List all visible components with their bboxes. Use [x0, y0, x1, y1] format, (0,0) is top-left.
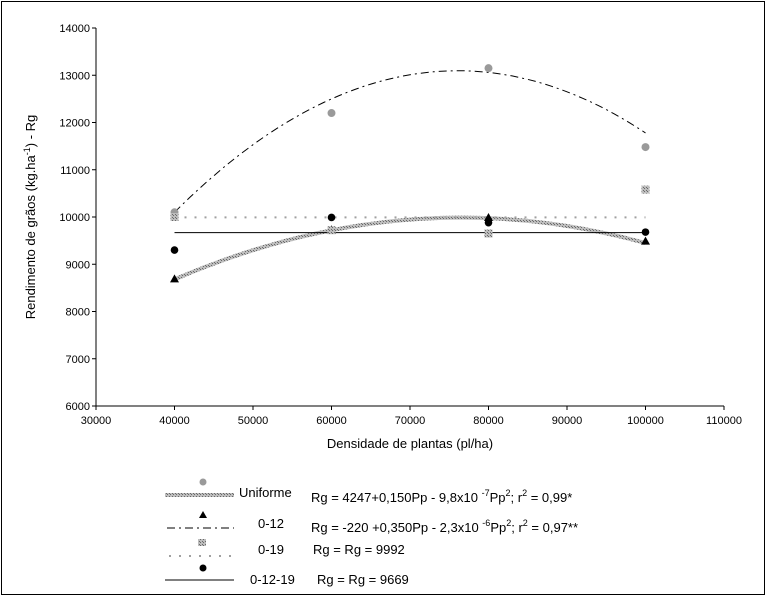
legend-label-0-19: 0-19	[258, 542, 284, 557]
point-0-19	[484, 229, 493, 238]
y-tick-label: 11000	[60, 165, 90, 177]
point-uniforme	[484, 64, 493, 73]
point-0-12	[641, 236, 650, 245]
x-tick-label: 80000	[473, 415, 504, 427]
x-tick-label: 70000	[395, 415, 426, 427]
y-tick-label: 9000	[66, 259, 90, 271]
legend-marker-0-19	[198, 539, 206, 546]
chart-svg: 6000 7000 8000 9000 10000 11000 12000 13000 1400…	[22, 23, 742, 587]
legend-label-0-12: 0-12	[258, 516, 284, 531]
y-tick-label: 12000	[59, 118, 90, 130]
y-tick-label: 7000	[66, 354, 90, 366]
y-tick-label: 8000	[66, 307, 90, 319]
x-tick-label: 110000	[706, 415, 742, 427]
point-0-19	[327, 226, 336, 235]
legend: Uniforme Rg = 4247+0,150Pp - 9,8x10 -7Pp…	[165, 478, 578, 587]
point-0-12-19	[484, 218, 493, 227]
x-tick-label: 40000	[159, 415, 190, 427]
x-tick-label: 90000	[552, 415, 583, 427]
point-0-12-19	[327, 213, 336, 222]
legend-label-uniforme: Uniforme	[239, 485, 292, 500]
point-uniforme	[327, 109, 336, 118]
point-0-12-19	[170, 246, 179, 254]
point-0-12-19	[641, 228, 650, 236]
legend-eq-0-12: Rg = -220 +0,350Pp - 2,3x10 -6Pp2; r2 = …	[311, 518, 578, 535]
legend-marker-uniforme	[199, 478, 207, 486]
legend-eq-0-12-19: Rg = Rg = 9669	[317, 572, 409, 587]
point-0-12	[484, 212, 493, 221]
y-ticks: 6000 7000 8000 9000 10000 11000 12000 13000 1400…	[59, 23, 96, 413]
point-0-19	[170, 213, 179, 221]
legend-eq-uniforme: Rg = 4247+0,150Pp - 9,8x10 -7Pp2; r2 = 0…	[311, 488, 572, 505]
x-tick-label: 30000	[81, 415, 112, 427]
legend-label-0-12-19: 0-12-19	[250, 572, 295, 587]
y-tick-label: 6000	[66, 401, 90, 413]
y-tick-label: 13000	[59, 70, 90, 82]
legend-eq-0-19: Rg = Rg = 9992	[313, 542, 405, 557]
x-tick-label: 60000	[316, 415, 347, 427]
y-tick-label: 10000	[59, 212, 90, 224]
point-0-12	[170, 274, 179, 283]
x-axis-label: Densidade de plantas (pl/ha)	[327, 436, 493, 451]
point-uniforme	[641, 143, 650, 152]
x-ticks: 30000 40000 50000 60000 70000 80000 90000 10000…	[81, 406, 742, 427]
point-0-19	[641, 185, 650, 194]
y-tick-label: 14000	[59, 23, 90, 35]
x-tick-label: 100000	[627, 415, 664, 427]
legend-marker-0-12	[199, 511, 207, 518]
data-points	[170, 64, 650, 283]
fit-line-0-12	[174, 70, 646, 213]
fit-line-uniforme	[173, 215, 647, 282]
y-axis-label: Rendimento de grãos (kg.ha-1) - Rg	[22, 115, 38, 320]
fit-lines	[173, 70, 647, 282]
legend-marker-0-12-19	[199, 564, 207, 572]
x-tick-label: 50000	[238, 415, 269, 427]
